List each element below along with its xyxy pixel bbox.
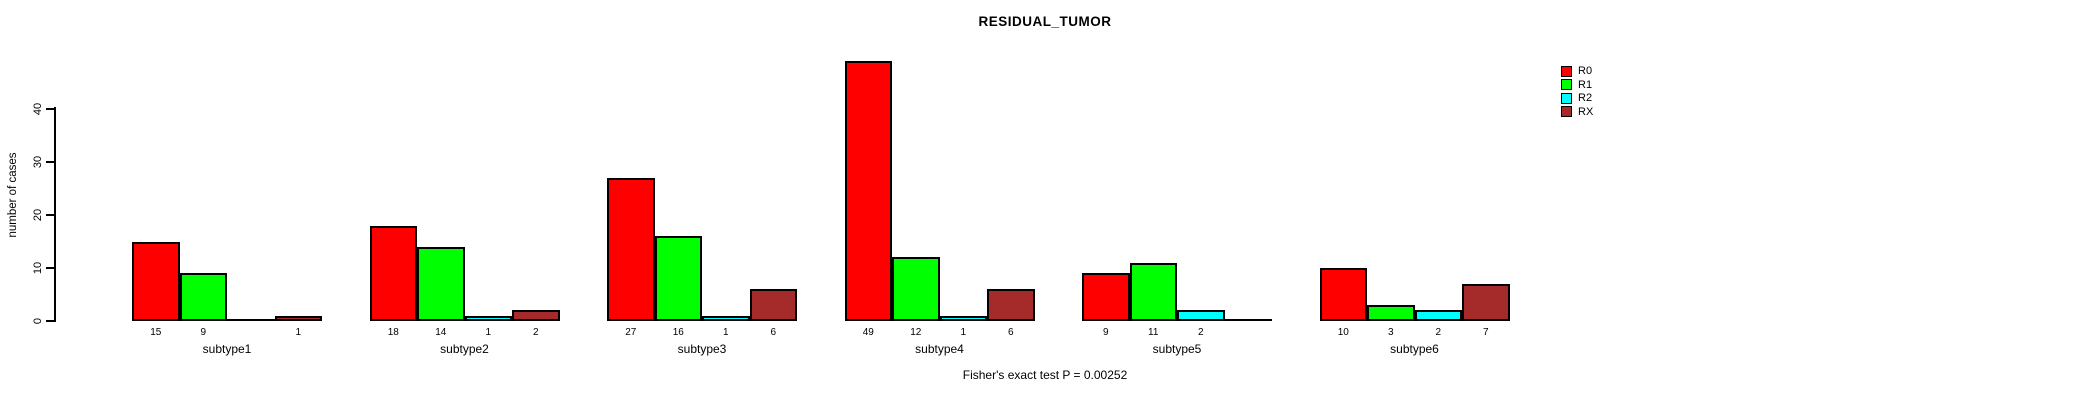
bar-r0-subtype1 bbox=[132, 241, 180, 321]
y-axis-label: number of cases bbox=[7, 152, 19, 238]
bar-r0-subtype4 bbox=[844, 61, 892, 321]
bar-value-label: 6 bbox=[770, 327, 777, 338]
bar-rx-subtype6 bbox=[1462, 283, 1510, 321]
bar-r2-subtype2 bbox=[464, 315, 512, 321]
bar-r2-subtype4 bbox=[939, 315, 987, 321]
bar-value-label: 16 bbox=[672, 327, 684, 338]
legend-item-rx: RX bbox=[1561, 106, 1593, 118]
category-label: subtype6 bbox=[1390, 342, 1439, 356]
y-tick-label: 10 bbox=[32, 261, 44, 275]
category-label: subtype1 bbox=[202, 342, 252, 356]
y-tick bbox=[46, 108, 54, 110]
bar-value-label: 7 bbox=[1482, 327, 1489, 338]
chart-title: RESIDUAL_TUMOR bbox=[978, 14, 1112, 29]
bar-value-label: 1 bbox=[295, 327, 302, 338]
category-label: subtype3 bbox=[677, 342, 727, 356]
bar-r0-subtype3 bbox=[607, 177, 655, 321]
bar-r0-subtype2 bbox=[369, 225, 417, 321]
bar-value-label: 2 bbox=[532, 327, 539, 338]
bar-value-label: 9 bbox=[1102, 327, 1109, 338]
bar-value-label: 14 bbox=[435, 327, 447, 338]
legend-label: RX bbox=[1578, 105, 1594, 118]
bar-value-label: 9 bbox=[200, 327, 207, 338]
bar-r2-subtype5 bbox=[1177, 310, 1225, 321]
y-tick-label: 30 bbox=[32, 155, 44, 169]
bar-value-label: 2 bbox=[1435, 327, 1442, 338]
y-tick bbox=[46, 320, 54, 322]
y-tick-label: 40 bbox=[32, 102, 44, 116]
legend-item-r2: R2 bbox=[1561, 92, 1593, 104]
category-label: subtype5 bbox=[1152, 342, 1202, 356]
bar-r1-subtype3 bbox=[654, 236, 702, 321]
bar-r1-subtype4 bbox=[892, 257, 940, 321]
bar-r1-subtype2 bbox=[417, 246, 465, 321]
bar-r1-subtype6 bbox=[1367, 305, 1415, 321]
bar-rx-subtype2 bbox=[512, 310, 560, 321]
y-axis-line bbox=[54, 107, 56, 322]
legend-label: R1 bbox=[1578, 78, 1593, 91]
y-tick bbox=[46, 267, 54, 269]
legend-item-r1: R1 bbox=[1561, 79, 1593, 91]
bar-rx-subtype1 bbox=[274, 315, 322, 321]
bar-value-label: 12 bbox=[910, 327, 922, 338]
bar-value-label: 11 bbox=[1148, 327, 1159, 338]
bar-rx-subtype4 bbox=[987, 289, 1035, 321]
category-label: subtype4 bbox=[915, 342, 964, 356]
bar-r0-subtype5 bbox=[1082, 273, 1130, 321]
legend-label: R0 bbox=[1578, 65, 1593, 77]
bar-r1-subtype1 bbox=[179, 273, 227, 321]
bar-value-label: 15 bbox=[150, 327, 162, 338]
legend-swatch-r1 bbox=[1561, 79, 1572, 90]
legend-swatch-r0 bbox=[1561, 65, 1572, 77]
bar-r0-subtype6 bbox=[1319, 268, 1367, 321]
bar-value-label: 1 bbox=[960, 327, 967, 338]
legend-label: R2 bbox=[1578, 92, 1593, 104]
group-baseline bbox=[132, 319, 322, 321]
bar-value-label: 1 bbox=[722, 327, 729, 338]
y-tick bbox=[46, 161, 54, 163]
bar-r2-subtype6 bbox=[1414, 310, 1462, 321]
category-label: subtype2 bbox=[440, 342, 489, 356]
legend: R0 R1 R2 RX bbox=[1561, 65, 1593, 119]
bar-value-label: 18 bbox=[387, 327, 399, 338]
bar-value-label: 6 bbox=[1007, 327, 1014, 338]
bar-value-label: 1 bbox=[485, 327, 492, 338]
legend-swatch-rx bbox=[1561, 106, 1572, 117]
bar-r1-subtype5 bbox=[1129, 262, 1177, 321]
legend-item-r0: R0 bbox=[1561, 65, 1593, 77]
y-tick bbox=[46, 214, 54, 216]
bar-value-label: 3 bbox=[1387, 327, 1394, 338]
bar-value-label: 2 bbox=[1197, 327, 1204, 338]
fishers-test-annotation: Fisher's exact test P = 0.00252 bbox=[962, 368, 1128, 382]
y-tick-label: 0 bbox=[32, 317, 44, 325]
bar-rx-subtype3 bbox=[749, 289, 797, 321]
y-tick-label: 20 bbox=[32, 208, 44, 222]
bar-value-label: 49 bbox=[862, 327, 874, 338]
legend-swatch-r2 bbox=[1561, 92, 1572, 104]
bar-value-label: 27 bbox=[625, 327, 637, 338]
bar-r2-subtype3 bbox=[702, 315, 750, 321]
bar-value-label: 10 bbox=[1337, 327, 1349, 338]
